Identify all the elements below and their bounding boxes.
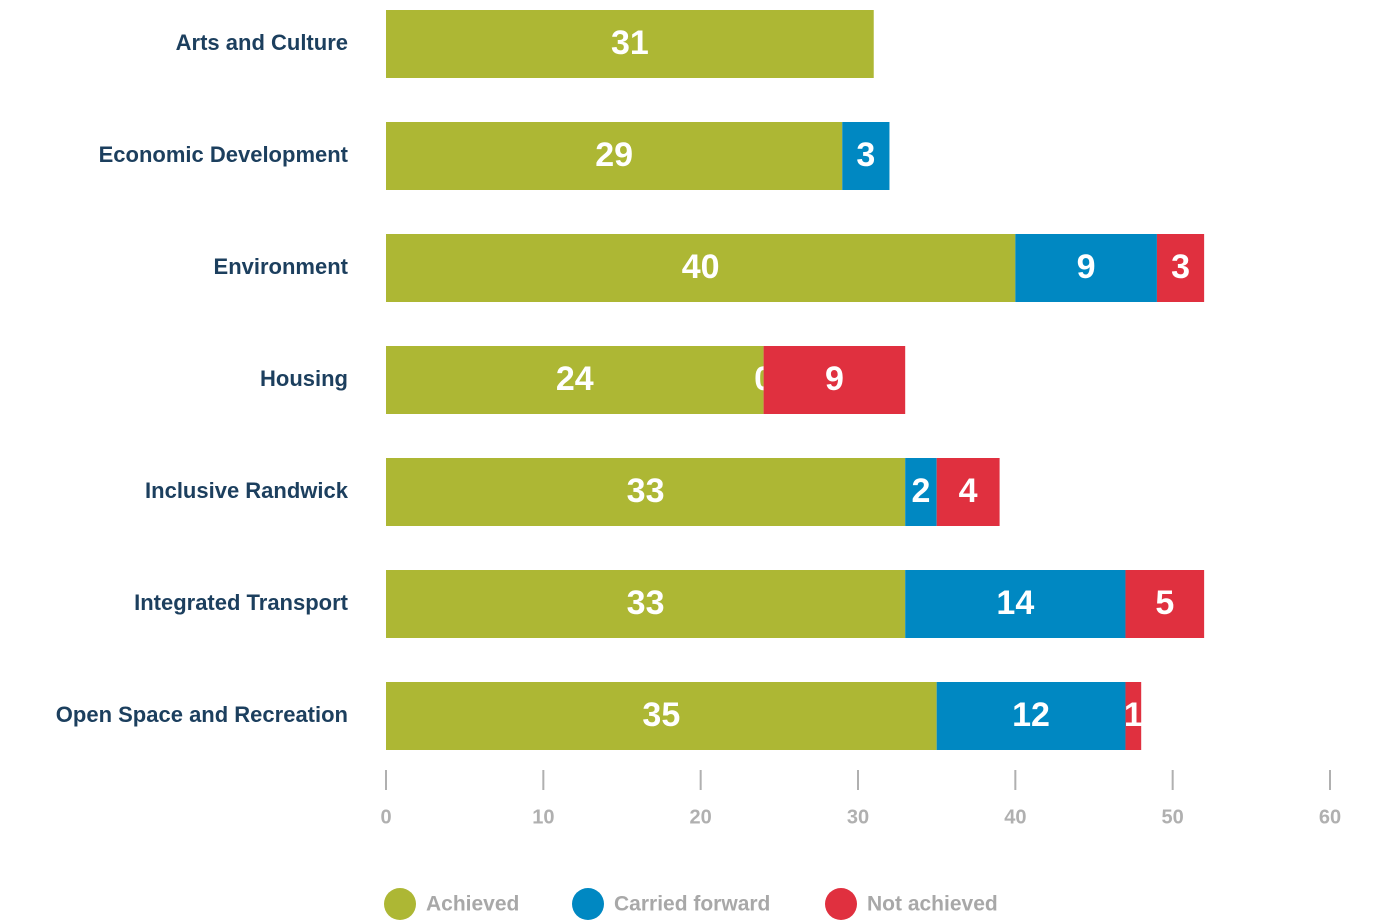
bar-segment bbox=[1156, 234, 1205, 302]
legend-swatch bbox=[572, 888, 604, 920]
x-tick-label: 40 bbox=[1004, 806, 1026, 828]
value-label: 3 bbox=[856, 136, 875, 174]
bar-segment bbox=[842, 122, 890, 190]
bar-segment bbox=[936, 682, 1126, 750]
bar-segment bbox=[1125, 682, 1142, 750]
bar-segment bbox=[1125, 570, 1205, 638]
value-label: 24 bbox=[556, 360, 594, 398]
category-label: Housing bbox=[260, 366, 348, 391]
value-label: 31 bbox=[611, 24, 649, 62]
value-label: 29 bbox=[595, 136, 633, 174]
x-tick-label: 0 bbox=[380, 806, 391, 828]
bar-segment bbox=[386, 346, 764, 414]
x-tick-label: 30 bbox=[847, 806, 869, 828]
value-label: 12 bbox=[1012, 696, 1050, 734]
x-tick-label: 50 bbox=[1162, 806, 1184, 828]
category-label: Open Space and Recreation bbox=[56, 702, 348, 727]
value-label: 5 bbox=[1155, 584, 1174, 622]
bar-segment bbox=[386, 682, 937, 750]
legend-swatch bbox=[384, 888, 416, 920]
value-label: 35 bbox=[642, 696, 680, 734]
bar-segment bbox=[936, 458, 1000, 526]
legend-label: Carried forward bbox=[614, 893, 770, 916]
bar-segment bbox=[386, 234, 1016, 302]
value-label: 33 bbox=[627, 472, 665, 510]
value-label: 1 bbox=[1124, 696, 1143, 734]
value-label: 4 bbox=[959, 472, 978, 510]
bar-segment bbox=[386, 570, 906, 638]
value-label: 9 bbox=[1077, 248, 1096, 286]
bar-segment bbox=[386, 10, 874, 78]
category-label: Economic Development bbox=[99, 142, 349, 167]
bar-segment bbox=[905, 458, 937, 526]
x-tick-label: 10 bbox=[532, 806, 554, 828]
category-label: Inclusive Randwick bbox=[145, 478, 349, 503]
bar-segment bbox=[1015, 234, 1157, 302]
x-tick-label: 60 bbox=[1319, 806, 1341, 828]
bar-segment bbox=[386, 122, 843, 190]
value-label: 3 bbox=[1171, 248, 1190, 286]
legend-label: Not achieved bbox=[867, 893, 998, 916]
value-label: 2 bbox=[911, 472, 930, 510]
value-label: 40 bbox=[682, 248, 720, 286]
bar-segment bbox=[905, 570, 1126, 638]
legend-swatch bbox=[825, 888, 857, 920]
bar-segment bbox=[763, 346, 906, 414]
category-label: Integrated Transport bbox=[134, 590, 349, 615]
legend-label: Achieved bbox=[426, 893, 519, 916]
value-label: 9 bbox=[825, 360, 844, 398]
category-label: Environment bbox=[214, 254, 349, 279]
x-tick-label: 20 bbox=[690, 806, 712, 828]
category-label: Arts and Culture bbox=[176, 30, 348, 55]
value-label: 33 bbox=[627, 584, 665, 622]
bar-segment bbox=[386, 458, 906, 526]
value-label: 14 bbox=[996, 584, 1034, 622]
